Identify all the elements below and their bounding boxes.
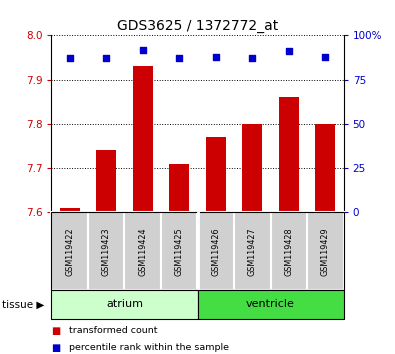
Text: GSM119422: GSM119422 [65, 227, 74, 276]
Bar [242, 124, 262, 212]
Bar [169, 164, 189, 212]
Text: GSM119426: GSM119426 [211, 227, 220, 276]
Text: GSM119424: GSM119424 [138, 227, 147, 276]
Point [213, 54, 219, 59]
Text: atrium: atrium [106, 299, 143, 309]
Text: GSM119428: GSM119428 [284, 227, 293, 276]
Bar [51, 290, 198, 319]
Text: GSM119429: GSM119429 [321, 227, 330, 276]
Text: ■: ■ [51, 326, 60, 336]
Bar [88, 212, 124, 290]
Bar [315, 124, 335, 212]
Bar [206, 137, 226, 212]
Bar [124, 212, 161, 290]
Bar [161, 212, 198, 290]
Bar [234, 212, 271, 290]
Bar [60, 208, 80, 212]
Text: GSM119427: GSM119427 [248, 227, 257, 276]
Point [176, 56, 182, 61]
Text: ventricle: ventricle [246, 299, 295, 309]
Bar [279, 97, 299, 212]
Title: GDS3625 / 1372772_at: GDS3625 / 1372772_at [117, 19, 278, 33]
Bar [271, 212, 307, 290]
Point [249, 56, 256, 61]
Point [322, 54, 329, 59]
Text: tissue ▶: tissue ▶ [2, 299, 44, 309]
Text: GSM119425: GSM119425 [175, 227, 184, 276]
Point [103, 56, 109, 61]
Bar [133, 67, 153, 212]
Text: ■: ■ [51, 343, 60, 353]
Text: transformed count: transformed count [69, 326, 158, 336]
Text: GSM119423: GSM119423 [102, 227, 111, 276]
Point [139, 47, 146, 52]
Bar [96, 150, 116, 212]
Bar [307, 212, 344, 290]
Text: percentile rank within the sample: percentile rank within the sample [69, 343, 229, 353]
Point [66, 56, 73, 61]
Point [286, 48, 292, 54]
Bar [198, 212, 234, 290]
Bar [198, 290, 344, 319]
Bar [51, 212, 88, 290]
